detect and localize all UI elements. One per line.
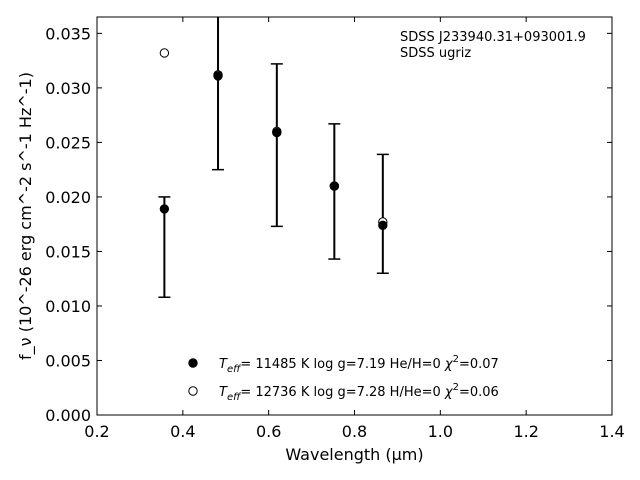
legend-label-1: Teff= 12736 K log g=7.28 H/He=0 χ2=0.06 [219,382,499,403]
y-axis-label: f_ν (10^-26 erg cm^-2 s^-1 Hz^-1) [16,72,36,360]
y-tick-label-7: 0.035 [45,24,91,43]
legend-label-0: Teff= 11485 K log g=7.19 He/H=0 χ2=0.07 [219,354,499,375]
filled-point-2 [272,127,282,138]
axes-frame [96,16,613,416]
x-tick-label-4: 1.0 [428,422,453,441]
x-tick-label-0: 0.2 [84,422,109,441]
y-tick-label-1: 0.005 [45,351,91,370]
axis-ticks [96,17,613,416]
y-tick-label-3: 0.015 [45,242,91,261]
x-tick-label-6: 1.4 [599,422,624,441]
legend: Teff= 11485 K log g=7.19 He/H=0 χ2=0.07 T… [188,354,499,403]
y-tick-label-5: 0.025 [45,133,91,152]
survey-annotation: SDSS ugriz [400,46,471,61]
object-name-annotation: SDSS J233940.31+093001.9 [400,30,586,45]
y-tick-label-4: 0.020 [45,188,91,207]
filled-point-0 [159,204,170,214]
x-tick-label-1: 0.4 [170,422,195,441]
x-tick-label-2: 0.6 [256,422,281,441]
x-axis-label: Wavelength (μm) [285,445,423,464]
x-tick-label-5: 1.2 [513,422,538,441]
error-bars [158,17,389,298]
y-tick-label-6: 0.030 [45,79,91,98]
filled-point-3 [329,181,340,191]
filled-point-4 [378,220,388,230]
data-points [159,48,388,230]
legend-marker-0 [188,358,198,368]
x-tick-label-3: 0.8 [342,422,367,441]
legend-marker-1 [188,386,198,396]
y-tick-label-2: 0.010 [45,297,91,316]
tick-labels: 0.2 0.4 0.6 0.8 1.0 1.2 1.4 0.000 0.005 0.010 0.01… [45,24,625,441]
open-point-0 [159,48,170,58]
filled-point-1 [213,71,223,81]
y-tick-label-0: 0.000 [45,406,91,425]
